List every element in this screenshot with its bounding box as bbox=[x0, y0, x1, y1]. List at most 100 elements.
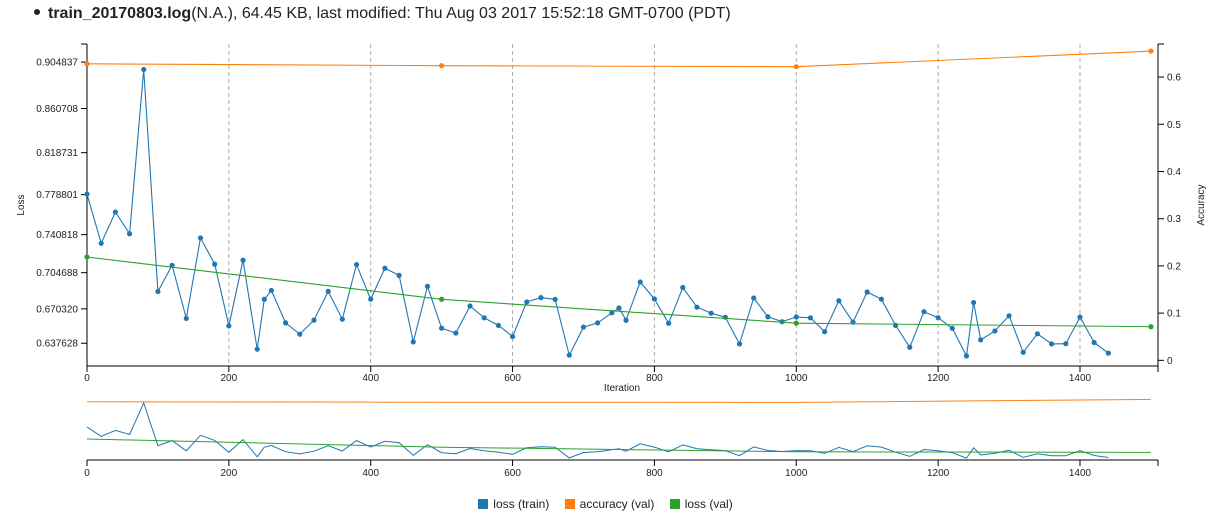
x-tick-label-200: 200 bbox=[221, 373, 238, 384]
overview-x-tick-label-0: 0 bbox=[84, 468, 90, 479]
series-point-accuracy-val-1 bbox=[439, 63, 445, 69]
series-point-loss-val-1 bbox=[439, 296, 445, 302]
overview-x-tick-label-1000: 1000 bbox=[785, 468, 808, 479]
series-point-loss-train-67 bbox=[992, 328, 998, 334]
series-point-loss-train-65 bbox=[970, 299, 977, 306]
series-point-loss-train-40 bbox=[623, 317, 629, 323]
x-tick-label-400: 400 bbox=[362, 373, 379, 384]
series-point-loss-train-63 bbox=[949, 325, 955, 331]
file-name: train_20170803.log bbox=[48, 5, 192, 22]
series-point-loss-train-75 bbox=[1105, 350, 1111, 356]
x-tick-label-1000: 1000 bbox=[785, 373, 808, 384]
series-point-loss-train-46 bbox=[708, 310, 714, 316]
legend-item-loss-val[interactable]: loss (val) bbox=[669, 497, 733, 511]
y-tick-label-0: 0.637628 bbox=[36, 339, 78, 350]
series-point-loss-train-49 bbox=[751, 295, 757, 301]
y-tick-label-5: 0.818731 bbox=[36, 148, 78, 159]
series-point-loss-train-43 bbox=[666, 320, 672, 326]
x-tick-label-0: 0 bbox=[84, 373, 90, 384]
series-point-loss-train-31 bbox=[509, 333, 516, 340]
legend-label-loss-train: loss (train) bbox=[493, 497, 550, 511]
y2-tick-label-1: 0.1 bbox=[1167, 309, 1181, 320]
y-tick-label-1: 0.670320 bbox=[36, 304, 78, 315]
x-tick-label-800: 800 bbox=[646, 373, 663, 384]
series-point-loss-train-48 bbox=[736, 341, 743, 347]
y2-tick-label-6: 0.6 bbox=[1167, 73, 1181, 84]
series-point-loss-train-55 bbox=[836, 298, 842, 304]
series-point-loss-train-64 bbox=[963, 353, 970, 359]
x-tick-label-600: 600 bbox=[504, 373, 521, 384]
series-point-loss-train-23 bbox=[396, 272, 402, 278]
series-point-loss-train-20 bbox=[353, 261, 360, 268]
series-point-loss-train-3 bbox=[126, 231, 133, 237]
legend-label-loss-val: loss (val) bbox=[684, 497, 733, 511]
series-point-loss-train-2 bbox=[112, 209, 118, 215]
series-line-accuracy-val bbox=[86, 50, 1151, 68]
series-point-loss-train-28 bbox=[467, 303, 473, 309]
series-point-loss-train-8 bbox=[197, 235, 204, 241]
legend-item-loss-train[interactable]: loss (train) bbox=[478, 497, 549, 511]
legend-item-accuracy-val[interactable]: accuracy (val) bbox=[564, 497, 654, 511]
series-point-loss-train-39 bbox=[616, 305, 622, 311]
series-line-loss-train bbox=[86, 69, 1109, 358]
series-point-loss-train-50 bbox=[765, 314, 771, 320]
series-point-loss-train-32 bbox=[524, 299, 530, 305]
series-point-loss-train-59 bbox=[892, 322, 899, 328]
series-point-loss-train-5 bbox=[155, 288, 161, 295]
series-point-loss-train-52 bbox=[793, 314, 799, 320]
series-point-loss-train-14 bbox=[268, 287, 275, 294]
overview-plot[interactable]: 0 200 400 600 800 1000 1200 1400 bbox=[84, 398, 1159, 479]
y2-axis-label: Accuracy bbox=[1196, 184, 1207, 225]
series-line-loss-val bbox=[86, 256, 1151, 328]
overview-series-line-accuracy-val bbox=[86, 398, 1151, 403]
series-point-loss-val-0 bbox=[84, 254, 90, 260]
series-point-loss-train-9 bbox=[212, 261, 218, 267]
y-tick-label-6: 0.860708 bbox=[36, 104, 78, 115]
y-axis-label: Loss bbox=[16, 194, 27, 215]
series-point-loss-train-18 bbox=[325, 288, 331, 294]
series-point-loss-train-15 bbox=[282, 320, 289, 326]
bullet-icon bbox=[34, 8, 40, 15]
x-tick-label-1200: 1200 bbox=[927, 373, 950, 384]
x-tick-label-1400: 1400 bbox=[1069, 373, 1092, 384]
series-point-loss-train-66 bbox=[978, 337, 984, 343]
series-point-loss-train-16 bbox=[297, 331, 303, 337]
y-tick-label-7: 0.904837 bbox=[36, 58, 78, 69]
series-point-loss-train-24 bbox=[410, 339, 416, 345]
series-point-loss-train-35 bbox=[566, 352, 572, 358]
series-point-loss-train-72 bbox=[1063, 341, 1069, 347]
x-axis-label: Iteration bbox=[604, 383, 640, 394]
series-point-accuracy-val-0 bbox=[84, 61, 90, 67]
legend-swatch-loss-train bbox=[478, 499, 489, 509]
overview-x-tick-label-600: 600 bbox=[504, 468, 521, 479]
series-point-loss-train-71 bbox=[1049, 341, 1055, 347]
series-point-loss-train-25 bbox=[424, 283, 431, 289]
series-point-loss-train-34 bbox=[552, 296, 558, 302]
series-point-loss-train-17 bbox=[311, 317, 317, 323]
series-point-loss-train-68 bbox=[1006, 313, 1012, 319]
y2-tick-label-3: 0.3 bbox=[1167, 214, 1181, 225]
series-point-loss-train-41 bbox=[637, 279, 643, 285]
y2-tick-label-4: 0.4 bbox=[1167, 167, 1181, 178]
y2-tick-label-0: 0 bbox=[1167, 356, 1173, 367]
series-point-loss-train-22 bbox=[382, 265, 388, 271]
y-tick-label-4: 0.778801 bbox=[36, 190, 78, 201]
series-point-loss-train-60 bbox=[907, 344, 913, 350]
series-point-loss-train-36 bbox=[580, 324, 587, 330]
overview-x-tick-label-1400: 1400 bbox=[1069, 468, 1092, 479]
series-point-loss-train-58 bbox=[878, 296, 884, 302]
series-point-loss-train-37 bbox=[595, 320, 601, 326]
series-point-loss-val-3 bbox=[1148, 324, 1154, 330]
legend-swatch-loss-val bbox=[669, 499, 680, 509]
series-point-accuracy-val-3 bbox=[1148, 48, 1154, 54]
series-point-loss-train-26 bbox=[439, 325, 445, 331]
main-plot[interactable]: 0 200 400 600 800 1000 1200 1400 0.637628 0.67032… bbox=[36, 43, 1181, 384]
y2-tick-label-2: 0.2 bbox=[1167, 261, 1181, 272]
series-point-loss-train-74 bbox=[1091, 339, 1097, 346]
series-point-loss-train-30 bbox=[495, 322, 501, 328]
legend-swatch-accuracy-val bbox=[564, 499, 575, 509]
overview-series-line-loss-train bbox=[86, 401, 1109, 459]
series-point-loss-train-13 bbox=[261, 296, 267, 302]
series-point-loss-train-10 bbox=[226, 323, 232, 329]
